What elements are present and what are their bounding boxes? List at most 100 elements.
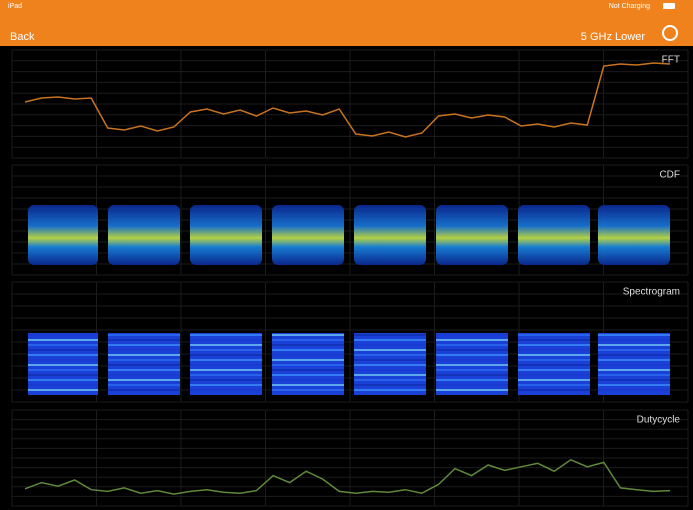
- spectrogram-stripe: [108, 354, 180, 356]
- spectrogram-stripe: [598, 364, 670, 366]
- spectrogram-stripe: [518, 374, 590, 376]
- spectrogram-stripe: [108, 334, 180, 336]
- spectrogram-stripe: [272, 374, 344, 376]
- cdf-block: [190, 205, 262, 265]
- spectrogram-stripe: [518, 354, 590, 356]
- spectrogram-stripe: [108, 359, 180, 361]
- spectrogram-stripe: [190, 349, 262, 351]
- spectrogram-stripe: [190, 374, 262, 376]
- spectrogram-stripe: [598, 389, 670, 391]
- spectrogram-stripe: [598, 374, 670, 376]
- spectrogram-stripe: [108, 384, 180, 386]
- back-button[interactable]: Back: [10, 31, 35, 43]
- spectrogram-stripe: [436, 379, 508, 381]
- panel-label: Spectrogram: [623, 287, 680, 298]
- spectrogram-stripe: [598, 354, 670, 356]
- spectrogram-stripe: [354, 384, 426, 386]
- spectrogram-stripe: [190, 354, 262, 356]
- spectrogram-stripe: [354, 339, 426, 341]
- spectrogram-stripe: [272, 384, 344, 386]
- spectrogram-stripe: [436, 359, 508, 361]
- spectrogram-stripe: [354, 334, 426, 336]
- spectrogram-stripe: [518, 389, 590, 391]
- spectrogram-stripe: [28, 334, 98, 336]
- spectrogram-stripe: [28, 369, 98, 371]
- spectrogram-stripe: [190, 344, 262, 346]
- spectrogram-stripe: [598, 359, 670, 361]
- spectrogram-stripe: [354, 349, 426, 351]
- spectrogram-stripe: [354, 354, 426, 356]
- spectrogram-stripe: [598, 339, 670, 341]
- trace-line: [24, 458, 671, 495]
- spectrogram-stripe: [518, 359, 590, 361]
- spectrogram-stripe: [518, 334, 590, 336]
- spectrogram-stripe: [108, 349, 180, 351]
- spectrogram-stripe: [28, 344, 98, 346]
- spectrogram-stripe: [190, 384, 262, 386]
- cdf-block: [436, 205, 508, 265]
- spectrogram-stripe: [190, 334, 262, 336]
- spectrogram-stripe: [436, 384, 508, 386]
- cdf-block: [518, 205, 590, 265]
- battery-icon: [663, 3, 675, 9]
- spectrogram-stripe: [108, 379, 180, 381]
- spectrogram-stripe: [436, 334, 508, 336]
- spectrogram-stripe: [272, 369, 344, 371]
- spectrogram-stripe: [518, 349, 590, 351]
- panel-label: CDF: [659, 170, 680, 181]
- settings-button[interactable]: [662, 25, 678, 41]
- spectrogram-stripe: [598, 379, 670, 381]
- spectrogram-stripe: [108, 369, 180, 371]
- spectrogram-stripe: [108, 364, 180, 366]
- spectrogram-stripe: [518, 369, 590, 371]
- spectrogram-stripe: [518, 339, 590, 341]
- spectrogram-stripe: [436, 344, 508, 346]
- spectrogram-stripe: [28, 379, 98, 381]
- spectrogram-stripe: [436, 339, 508, 341]
- spectrogram-stripe: [190, 369, 262, 371]
- spectrogram-stripe: [354, 379, 426, 381]
- trace-line: [24, 62, 671, 138]
- spectrogram-stripe: [436, 364, 508, 366]
- spectrogram-stripe: [28, 374, 98, 376]
- status-battery: Not Charging: [609, 3, 650, 10]
- spectrogram-stripe: [436, 374, 508, 376]
- spectrogram-stripe: [272, 339, 344, 341]
- spectrogram-stripe: [354, 374, 426, 376]
- spectrogram-stripe: [108, 374, 180, 376]
- spectrogram-stripe: [28, 364, 98, 366]
- spectrogram-stripe: [518, 364, 590, 366]
- spectrogram-stripe: [272, 359, 344, 361]
- band-selector[interactable]: 5 GHz Lower: [581, 31, 646, 43]
- spectrogram-stripe: [28, 389, 98, 391]
- cdf-block: [108, 205, 180, 265]
- spectrogram-stripe: [272, 344, 344, 346]
- spectrogram-stripe: [272, 389, 344, 391]
- spectrogram-stripe: [354, 389, 426, 391]
- spectrogram-stripe: [436, 369, 508, 371]
- panel-label: FFT: [662, 55, 680, 66]
- spectrogram-stripe: [190, 379, 262, 381]
- spectrogram-stripe: [598, 344, 670, 346]
- spectrogram-stripe: [190, 389, 262, 391]
- cdf-block: [598, 205, 670, 265]
- spectrogram-stripe: [272, 334, 344, 336]
- cdf-block: [354, 205, 426, 265]
- cdf-block: [272, 205, 344, 265]
- spectrogram-stripe: [436, 354, 508, 356]
- spectrogram-stripe: [518, 384, 590, 386]
- spectrogram-stripe: [598, 349, 670, 351]
- spectrogram-stripe: [190, 339, 262, 341]
- content: FFT CDF Spectrogram Dutycycle: [11, 49, 689, 507]
- spectrogram-stripe: [272, 364, 344, 366]
- spectrogram-stripe: [108, 389, 180, 391]
- spectrogram-stripe: [108, 344, 180, 346]
- spectrogram-stripe: [28, 354, 98, 356]
- spectrogram-stripe: [436, 389, 508, 391]
- spectrogram-stripe: [28, 339, 98, 341]
- spectrogram-stripe: [518, 379, 590, 381]
- spectrogram-stripe: [598, 369, 670, 371]
- spectrogram-stripe: [354, 369, 426, 371]
- status-device: iPad: [8, 3, 22, 10]
